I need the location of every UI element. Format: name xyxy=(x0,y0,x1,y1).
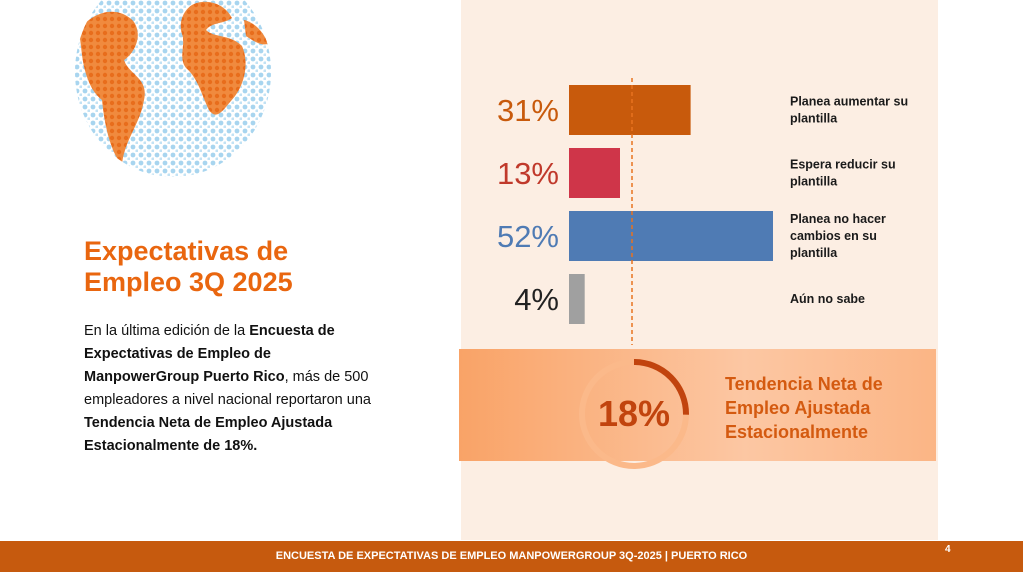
footer-text: ENCUESTA DE EXPECTATIVAS DE EMPLEO MANPO… xyxy=(275,550,748,562)
net-outlook-gauge xyxy=(579,359,689,469)
page-number: 4 xyxy=(945,544,951,555)
summary-text-2: , más de 500 empleadores a nivel naciona… xyxy=(84,369,371,408)
net-outlook-statement: Tendencia Neta de Empleo Ajustada Estaci… xyxy=(84,415,333,454)
title-line-2: Empleo 3Q 2025 xyxy=(84,267,293,297)
net-outlook-label-line-2: Empleo Ajustada xyxy=(725,398,871,418)
employment-expectations-chart: 31% Planea aumentar su plantilla 13% Espera … xyxy=(497,78,908,345)
bar-3 xyxy=(569,211,773,261)
category-label-2-line-1: Espera reducir su xyxy=(790,158,896,172)
bar-1 xyxy=(569,85,691,135)
net-outlook-value: 18% xyxy=(597,393,671,434)
summary-paragraph: En la última edición de la Encuesta de E… xyxy=(84,320,384,458)
footer-bar: ENCUESTA DE EXPECTATIVAS DE EMPLEO MANPO… xyxy=(0,541,1023,572)
survey-name: Encuesta de Expectativas de Empleo de Ma… xyxy=(84,323,335,385)
page-title: Expectativas de Empleo 3Q 2025 xyxy=(84,236,293,298)
category-label-3-line-1: Planea no hacer xyxy=(790,212,886,226)
category-label-1-line-1: Planea aumentar su xyxy=(790,95,908,109)
category-label-3-line-3: plantilla xyxy=(790,246,838,260)
title-line-1: Expectativas de xyxy=(84,236,289,266)
value-label-4: 4% xyxy=(514,282,559,317)
value-label-2: 13% xyxy=(497,156,559,191)
category-label-4-line-1: Aún no sabe xyxy=(790,292,865,306)
value-label-1: 31% xyxy=(497,93,559,128)
summary-text-1: En la última edición de la xyxy=(84,323,250,339)
net-outlook-band xyxy=(459,349,936,461)
net-outlook-label-line-1: Tendencia Neta de xyxy=(725,374,883,394)
category-label-2-line-2: plantilla xyxy=(790,175,838,189)
globe-illustration xyxy=(75,0,271,177)
category-label-1-line-2: plantilla xyxy=(790,112,838,126)
bar-4 xyxy=(569,274,585,324)
net-outlook-label-line-3: Estacionalmente xyxy=(725,422,869,442)
net-outlook-label: Tendencia Neta de Empleo Ajustada Estaci… xyxy=(725,372,925,444)
value-label-3: 52% xyxy=(497,219,559,254)
bar-2 xyxy=(569,148,620,198)
category-label-3-line-2: cambios en su xyxy=(790,229,877,243)
gauge-fill-arc xyxy=(633,359,689,415)
